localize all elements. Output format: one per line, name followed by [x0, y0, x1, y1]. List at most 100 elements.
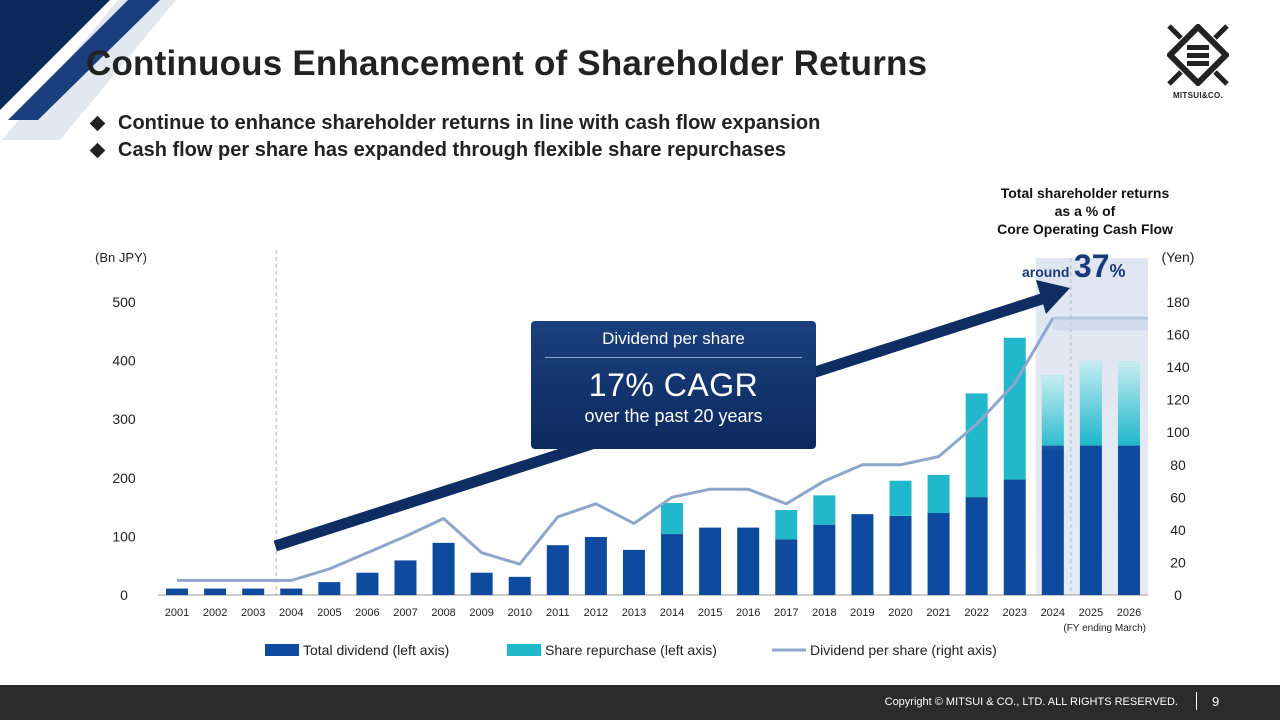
left-axis-tick-label: 200	[112, 470, 136, 486]
x-axis-tick-label: 2022	[964, 607, 988, 619]
bar-total-dividend	[508, 576, 531, 595]
bar-share-repurchase	[775, 510, 798, 540]
callout-subtext: over the past 20 years	[584, 406, 763, 426]
x-axis-tick-label: 2021	[926, 607, 950, 619]
bar-total-dividend	[622, 549, 645, 595]
legend-share-repurchase-label: Share repurchase (left axis)	[545, 642, 717, 658]
bar-total-dividend	[318, 582, 341, 595]
bar-total-dividend	[356, 572, 379, 595]
x-axis-tick-label: 2010	[507, 607, 531, 619]
shareholder-returns-chart: (Bn JPY) 0 100 200 300 400 500 (Yen) 0 20 40 60 80 10…	[95, 249, 1195, 658]
bar-total-dividend	[546, 545, 569, 595]
right-axis-tick-label: 20	[1170, 554, 1186, 570]
ratio-value: around 37%	[1022, 248, 1126, 284]
right-axis-tick-label: 140	[1166, 359, 1190, 375]
bar-total-dividend	[889, 515, 912, 595]
bar-share-repurchase	[1003, 337, 1026, 480]
footer-separator	[1196, 692, 1197, 710]
left-axis-unit: (Bn JPY)	[95, 250, 147, 265]
bar-total-dividend	[851, 514, 874, 595]
bar-total-dividend	[204, 588, 227, 595]
company-logo: MITSUI&CO.	[1158, 22, 1238, 104]
bar-total-dividend	[775, 539, 798, 595]
corner-decoration	[0, 0, 176, 140]
legend-share-repurchase-swatch	[507, 644, 541, 656]
bar-total-dividend	[661, 534, 684, 595]
x-axis-tick-label: 2012	[584, 607, 608, 619]
bar-total-dividend	[737, 527, 760, 595]
mitsui-logo-icon	[1165, 22, 1231, 88]
legend-total-dividend-swatch	[265, 644, 299, 656]
right-axis-unit: (Yen)	[1162, 249, 1195, 265]
left-axis-tick-label: 300	[112, 411, 136, 427]
x-axis-tick-label: 2018	[812, 607, 836, 619]
growth-arrow-head	[1036, 280, 1070, 314]
bar-total-dividend	[813, 524, 836, 595]
right-axis-tick-label: 160	[1166, 327, 1190, 343]
line-dividend-per-share	[177, 317, 1055, 582]
bar-share-repurchase	[927, 474, 950, 513]
legend-total-dividend-label: Total dividend (left axis)	[303, 642, 449, 658]
x-axis-tick-label: 2014	[660, 607, 684, 619]
x-axis-tick-label: 2003	[241, 607, 265, 619]
callout-divider	[545, 357, 802, 358]
right-axis-tick-label: 60	[1170, 489, 1186, 505]
bar-share-repurchase	[661, 502, 684, 535]
bar-total-dividend	[1003, 479, 1026, 595]
forecast-plateau-shade	[1052, 318, 1148, 331]
x-axis-tick-label: 2015	[698, 607, 722, 619]
x-axis-tick-label: 2019	[850, 607, 874, 619]
bar-total-dividend	[280, 588, 303, 595]
bar-share-repurchase	[813, 495, 836, 525]
right-axis-tick-label: 100	[1166, 424, 1190, 440]
footer-bar: Copyright © MITSUI & CO., LTD. ALL RIGHT…	[0, 685, 1280, 720]
bar-share-repurchase	[889, 480, 912, 516]
bar-total-dividend	[927, 512, 950, 595]
x-axis-tick-label: 2011	[546, 607, 570, 619]
right-axis-tick-label: 120	[1166, 392, 1190, 408]
x-axis-tick-label: 2004	[279, 607, 303, 619]
page-number: 9	[1212, 694, 1220, 709]
bullet-list: Continue to enhance shareholder returns …	[89, 110, 820, 164]
x-axis-tick-label: 2006	[355, 607, 379, 619]
x-axis-tick-label: 2013	[622, 607, 646, 619]
x-axis-note: (FY ending March)	[1063, 623, 1146, 634]
x-axis-tick-label: 2007	[393, 607, 417, 619]
bar-share-repurchase	[965, 393, 988, 498]
right-axis-tick-label: 80	[1170, 457, 1186, 473]
x-axis-tick-label: 2005	[317, 607, 341, 619]
x-axis-tick-label: 2025	[1079, 607, 1103, 619]
x-axis-tick-label: 2002	[203, 607, 227, 619]
bar-total-dividend	[242, 588, 265, 595]
left-axis-tick-label: 500	[112, 294, 136, 310]
bar-total-dividend	[584, 536, 607, 595]
cagr-callout: Dividend per share 17% CAGR over the pas…	[531, 321, 816, 449]
x-axis-tick-label: 2016	[736, 607, 760, 619]
bar-total-dividend	[432, 542, 455, 595]
bar-total-dividend	[394, 560, 417, 595]
x-axis-tick-label: 2024	[1041, 607, 1065, 619]
x-axis-tick-label: 2008	[431, 607, 455, 619]
bar-forecast-fade	[1041, 375, 1064, 595]
left-axis-tick-label: 0	[120, 587, 128, 603]
left-axis-tick-label: 400	[112, 353, 136, 369]
right-axis-tick-label: 180	[1166, 294, 1190, 310]
copyright-text: Copyright © MITSUI & CO., LTD. ALL RIGHT…	[884, 696, 1178, 708]
bar-total-dividend	[166, 588, 189, 595]
bar-total-dividend	[470, 572, 493, 595]
bar-forecast-fade	[1117, 361, 1140, 595]
bar-total-dividend	[965, 497, 988, 595]
legend-dividend-per-share-label: Dividend per share (right axis)	[810, 642, 997, 658]
callout-header: Dividend per share	[602, 329, 745, 348]
bar-total-dividend	[699, 527, 722, 595]
right-axis-tick-label: 0	[1174, 587, 1182, 603]
x-axis-tick-label: 2009	[469, 607, 493, 619]
bullet-item: Continue to enhance shareholder returns …	[89, 110, 820, 137]
ratio-label: Total shareholder returns as a % of Core…	[997, 185, 1173, 237]
callout-value: 17% CAGR	[588, 367, 759, 403]
x-axis-tick-label: 2026	[1117, 607, 1141, 619]
left-axis-tick-label: 100	[112, 528, 136, 544]
logo-text: MITSUI&CO.	[1172, 91, 1224, 100]
right-axis-tick-label: 40	[1170, 522, 1186, 538]
x-axis-tick-label: 2023	[1002, 607, 1026, 619]
